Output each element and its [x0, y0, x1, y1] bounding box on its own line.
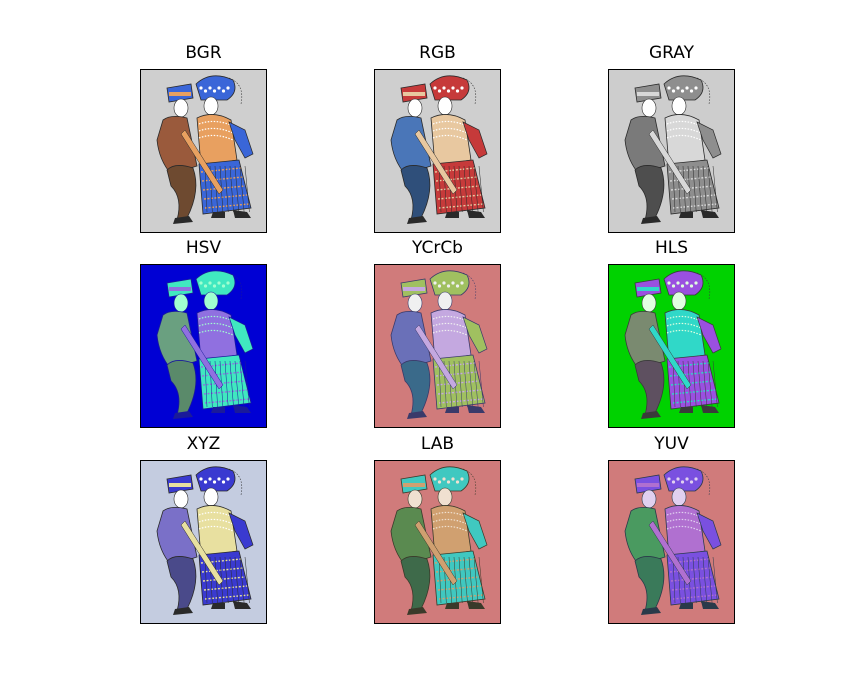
panel-title: YCrCb	[412, 238, 463, 258]
xyz-image	[141, 461, 266, 623]
panel-title: BGR	[185, 43, 222, 63]
panel-title: RGB	[419, 43, 456, 63]
image-frame	[608, 264, 735, 428]
panel-lab: LAB	[374, 434, 501, 624]
image-frame	[374, 264, 501, 428]
image-frame	[608, 69, 735, 233]
panel-xyz: XYZ	[140, 434, 267, 624]
panel-bgr: BGR	[140, 43, 267, 233]
image-frame	[140, 69, 267, 233]
bgr-image	[141, 70, 266, 232]
panel-title: XYZ	[186, 434, 221, 454]
panel-ycrcb: YCrCb	[374, 238, 501, 428]
hsv-image	[141, 265, 266, 427]
image-frame	[374, 460, 501, 624]
image-frame	[140, 264, 267, 428]
image-frame	[374, 69, 501, 233]
image-frame	[608, 460, 735, 624]
panel-title: HSV	[185, 238, 222, 258]
gray-image	[609, 70, 734, 232]
panel-rgb: RGB	[374, 43, 501, 233]
panel-title: HLS	[654, 238, 689, 258]
ycrcb-image	[375, 265, 500, 427]
panel-yuv: YUV	[608, 434, 735, 624]
panel-hls: HLS	[608, 238, 735, 428]
panel-title: LAB	[420, 434, 455, 454]
panel-hsv: HSV	[140, 238, 267, 428]
image-frame	[140, 460, 267, 624]
panel-title: GRAY	[649, 43, 694, 63]
panel-title: YUV	[654, 434, 689, 454]
hls-image	[609, 265, 734, 427]
rgb-image	[375, 70, 500, 232]
lab-image	[375, 461, 500, 623]
panel-gray: GRAY	[608, 43, 735, 233]
yuv-image	[609, 461, 734, 623]
